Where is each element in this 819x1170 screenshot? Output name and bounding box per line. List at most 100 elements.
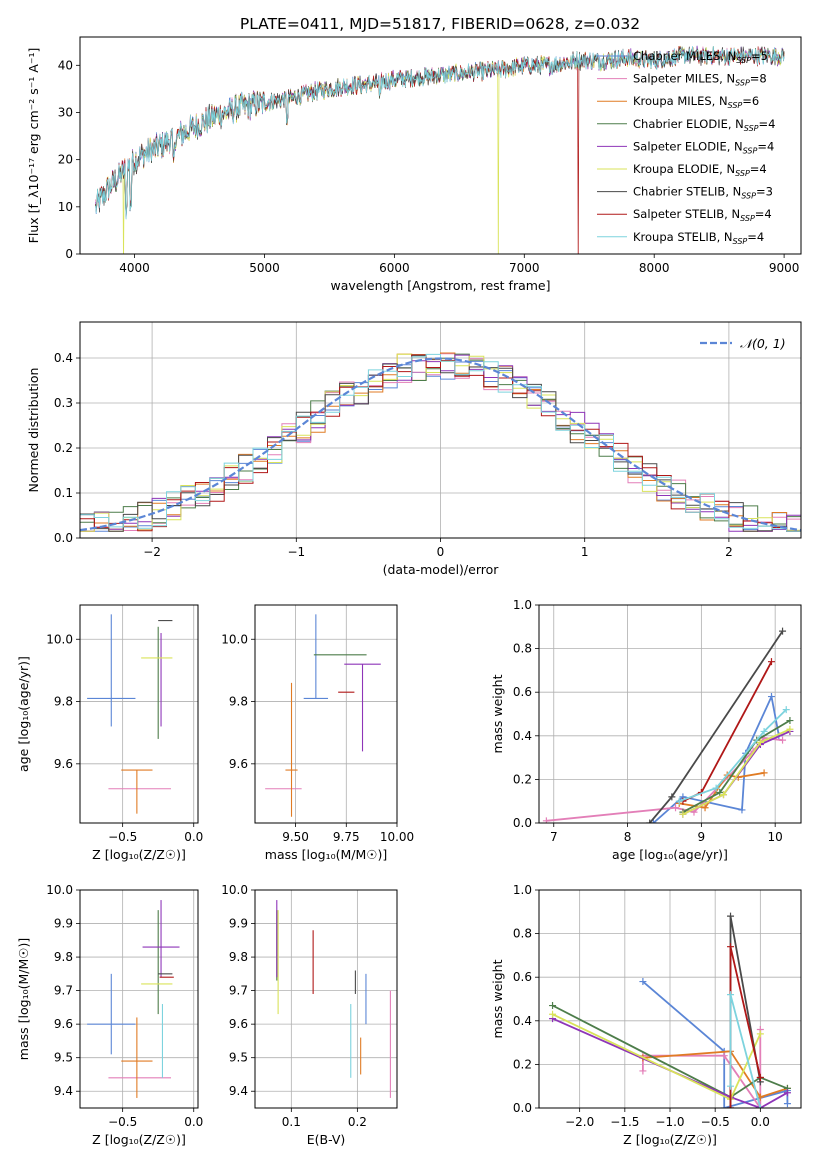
legend-label-sub: SSP <box>733 237 748 246</box>
tick-label-x: −1.5 <box>610 1115 639 1129</box>
weight-marker <box>756 1104 764 1108</box>
weight-marker <box>649 819 657 823</box>
legend-label: Kroupa STELIB, NSSP=4 <box>633 230 764 246</box>
weight-marker <box>542 817 550 823</box>
panel-weight-vs-age: 7 8 9 10 0.0 0.2 0.4 0.6 0.8 1.0 age [log₁₀(age/yr… <box>490 598 802 862</box>
tick-label-y: 0.0 <box>54 531 73 545</box>
axes-frame <box>538 889 802 1109</box>
plot-area <box>95 45 785 254</box>
weight-line <box>552 1004 788 1099</box>
weight-marker <box>779 627 787 635</box>
legend: Chabrier MILES, NSSP=5 Salpeter MILES, NS… <box>597 49 775 246</box>
tick-label-x: 4000 <box>119 261 150 275</box>
legend-label-sub: SSP <box>743 146 758 155</box>
tick-label-y: 40 <box>58 58 73 72</box>
legend-label-end: =6 <box>742 94 759 108</box>
legend-label-sub: SSP <box>744 124 759 133</box>
figure-title: PLATE=0411, MJD=51817, FIBERID=0628, z=0… <box>240 15 640 33</box>
weight-line <box>678 708 787 803</box>
weight-marker <box>756 1073 764 1081</box>
legend-label-main: Salpeter ELODIE, N <box>633 139 743 153</box>
legend-label: Kroupa ELODIE, NSSP=4 <box>633 162 767 178</box>
weight-marker <box>675 797 683 805</box>
y-axis-label: mass [log₁₀(M/M☉)] <box>16 938 31 1060</box>
tick-label-y: 9.8 <box>229 950 248 964</box>
x-axis-label: Z [log₁₀(Z/Z☉)] <box>623 1132 717 1147</box>
legend-label-main: Kroupa STELIB, N <box>633 230 733 244</box>
legend-label-end: =4 <box>757 139 774 153</box>
axes-frame <box>79 36 802 255</box>
weight-marker <box>549 1010 557 1018</box>
tick-label-x: 9.50 <box>282 830 309 844</box>
legend-label-sub: SSP <box>735 79 750 88</box>
axes-frame <box>538 604 802 824</box>
legend-label-end: =4 <box>747 230 764 244</box>
legend-label-end: =8 <box>750 72 767 86</box>
tick-label-y: 0.1 <box>54 486 73 500</box>
errorbar-point <box>87 614 136 727</box>
panel-age-vs-mass: 9.50 9.75 10.00 9.6 9.8 10.0 mass [log₁₀(M/M☉)… <box>221 604 414 862</box>
tick-label-y: 0.2 <box>513 1057 532 1071</box>
tick-label-x: 2 <box>725 545 733 559</box>
legend-label-sub: SSP <box>736 56 751 65</box>
tick-label-y: 9.6 <box>54 757 73 771</box>
legend-label: Chabrier STELIB, NSSP=3 <box>633 185 773 201</box>
tick-label-y: 30 <box>58 105 73 119</box>
tick-label-y: 9.8 <box>229 695 248 709</box>
tick-label-y: 0.2 <box>54 441 73 455</box>
tick-label-y: 9.4 <box>229 1084 248 1098</box>
plot-area <box>80 352 801 532</box>
tick-label-x: 10.00 <box>380 830 414 844</box>
tick-label-y: 0.4 <box>513 729 532 743</box>
panel-residuals: −2 −1 0 1 2 0.0 0.1 0.2 0.3 0.4 (data-model)/error… <box>26 321 802 577</box>
panel-mass-vs-EBV: 0.1 0.2 9.4 9.5 9.6 9.7 9.8 9.9 10.0 E(B-V) <box>221 883 398 1147</box>
tick-label-y: 0.4 <box>513 1014 532 1028</box>
plot-area <box>87 900 180 1098</box>
tick-label-x: 0.0 <box>184 1115 203 1129</box>
tick-label-y: 0.0 <box>513 1101 532 1115</box>
errorbar-point <box>303 614 329 699</box>
weight-marker <box>679 810 687 818</box>
tick-label-y: 0.0 <box>513 816 532 830</box>
legend-label-end: =4 <box>750 162 767 176</box>
tick-label-x: 0.0 <box>184 830 203 844</box>
weight-marker <box>738 806 746 814</box>
legend-label-sub: SSP <box>740 214 755 223</box>
tick-label-y: 10 <box>58 200 73 214</box>
tick-label-x: 1 <box>581 545 589 559</box>
tick-label-y: 9.6 <box>54 1017 73 1031</box>
tick-label-x: 5000 <box>249 261 280 275</box>
weight-line <box>682 661 773 803</box>
legend-label: Chabrier ELODIE, NSSP=4 <box>633 117 775 133</box>
tick-label-y: 9.9 <box>54 917 73 931</box>
legend-label-main: Kroupa ELODIE, N <box>633 162 735 176</box>
tick-label-x: −0.5 <box>701 1115 730 1129</box>
legend-label: Kroupa MILES, NSSP=6 <box>633 94 759 110</box>
axes-frame <box>254 604 398 824</box>
tick-label-x: 8000 <box>639 261 670 275</box>
panel-spectrum: 4000 5000 6000 7000 8000 9000 0 10 20 30 40 wavelen… <box>26 36 802 293</box>
tick-label-x: 0 <box>437 545 445 559</box>
tick-label-x: 6000 <box>379 261 410 275</box>
axes-frame <box>79 321 802 539</box>
legend-label-main: Chabrier MILES, N <box>633 49 736 63</box>
tick-label-x: −2 <box>143 545 161 559</box>
weight-marker <box>760 769 768 777</box>
tick-label-y: 9.6 <box>229 757 248 771</box>
x-axis-label: (data-model)/error <box>383 562 500 577</box>
x-axis-label: wavelength [Angstrom, rest frame] <box>330 278 550 293</box>
y-axis-label: mass weight <box>490 959 505 1038</box>
weight-line <box>642 1050 788 1099</box>
tick-label-x: −0.5 <box>108 830 137 844</box>
legend-label-end: =3 <box>756 185 773 199</box>
errorbar-point <box>121 769 153 814</box>
x-axis-label: age [log₁₀(age/yr)] <box>612 847 728 862</box>
errorbar-point <box>142 900 180 978</box>
tick-label-x: 9.75 <box>333 830 360 844</box>
axes-frame <box>254 889 398 1109</box>
legend-label: Salpeter MILES, NSSP=8 <box>633 72 767 88</box>
tick-label-x: 0.0 <box>751 1115 770 1129</box>
tick-label-x: −1.0 <box>655 1115 684 1129</box>
legend-label: Chabrier MILES, NSSP=5 <box>633 49 768 65</box>
